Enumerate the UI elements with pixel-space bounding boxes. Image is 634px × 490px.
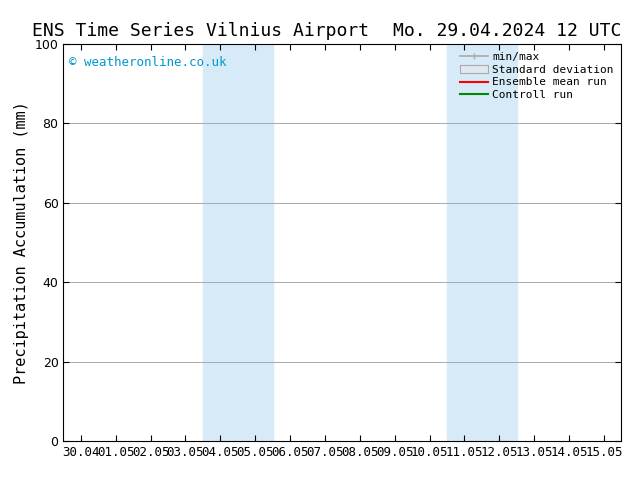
- Bar: [203, 44, 273, 441]
- Y-axis label: Precipitation Accumulation (mm): Precipitation Accumulation (mm): [14, 101, 29, 384]
- Text: Mo. 29.04.2024 12 UTC: Mo. 29.04.2024 12 UTC: [393, 22, 621, 40]
- Legend: min/max, Standard deviation, Ensemble mean run, Controll run: min/max, Standard deviation, Ensemble me…: [458, 49, 616, 102]
- Text: © weatheronline.co.uk: © weatheronline.co.uk: [69, 56, 226, 69]
- Text: ENS Time Series Vilnius Airport: ENS Time Series Vilnius Airport: [32, 22, 369, 40]
- Bar: [447, 44, 517, 441]
